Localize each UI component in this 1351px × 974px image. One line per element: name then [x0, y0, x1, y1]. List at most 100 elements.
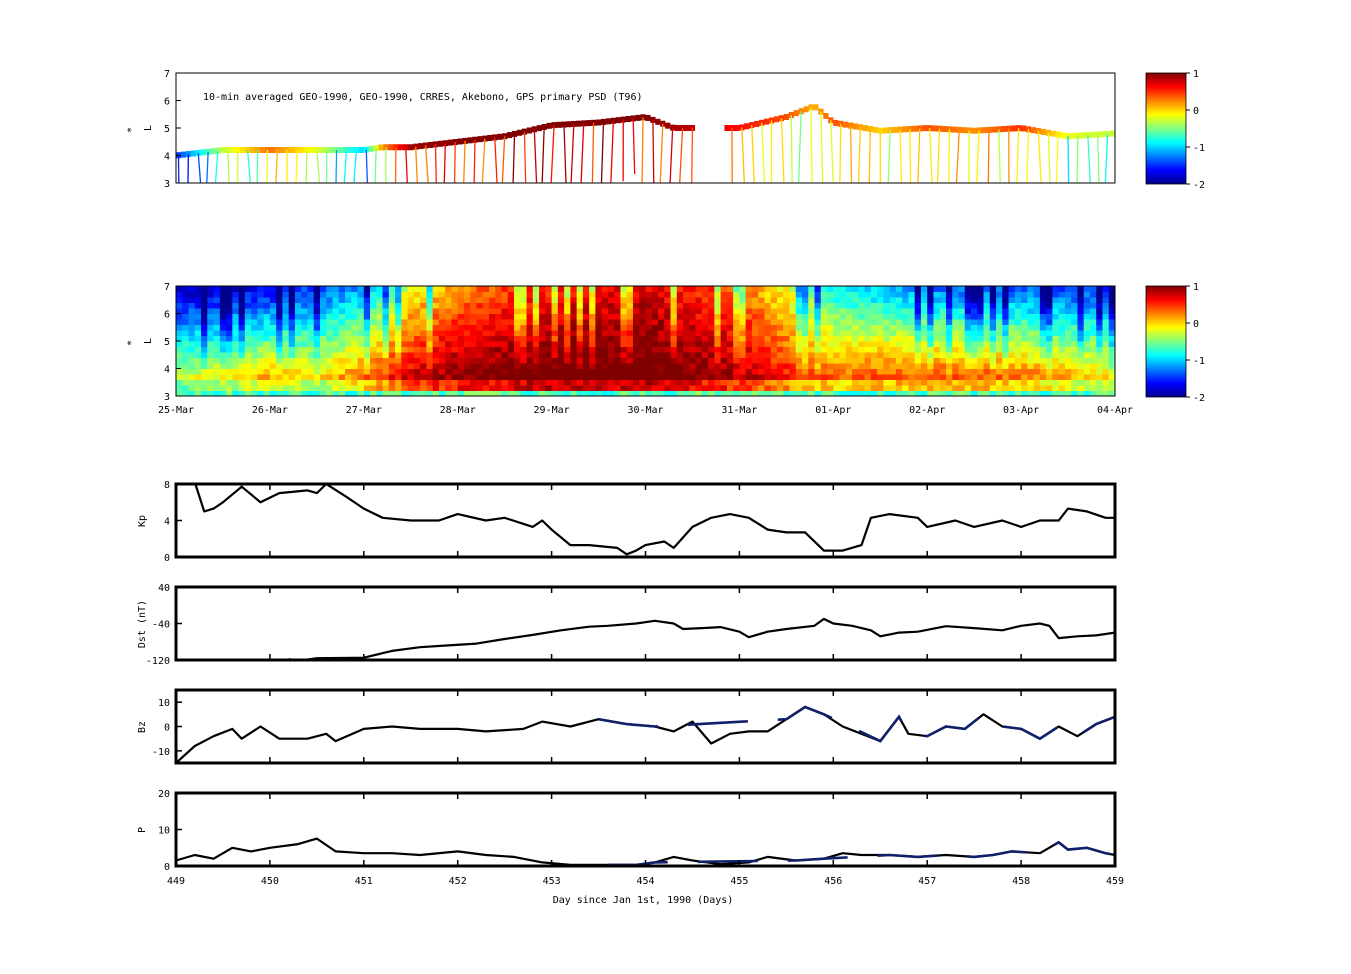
- psd-reanalysis-cell: [607, 385, 615, 391]
- psd-reanalysis-cell: [338, 390, 346, 397]
- psd-reanalysis-cell: [269, 385, 277, 391]
- psd-reanalysis-cell: [1014, 286, 1022, 292]
- psd-reanalysis-cell: [213, 297, 221, 303]
- psd-reanalysis-cell: [463, 297, 471, 303]
- psd-reanalysis-cell: [639, 313, 646, 320]
- psd-reanalysis-cell: [326, 363, 333, 369]
- psd-reanalysis-cell: [188, 324, 196, 331]
- day-tick-label: 454: [636, 876, 654, 887]
- psd-reanalysis-cell: [557, 352, 565, 358]
- psd-reanalysis-cell: [639, 297, 646, 303]
- psd-reanalysis-cell: [244, 286, 252, 292]
- psd-reanalysis-cell: [595, 390, 603, 397]
- psd-reanalysis-cell: [301, 368, 308, 375]
- psd-reanalysis-cell: [363, 341, 371, 347]
- psd-reanalysis-cell: [689, 297, 697, 303]
- psd-reanalysis-cell: [883, 291, 891, 298]
- psd-reanalysis-cell: [739, 291, 747, 298]
- psd-reanalysis-cell: [952, 297, 959, 303]
- psd-reanalysis-cell: [507, 297, 515, 303]
- psd-reanalysis-cell: [952, 313, 959, 320]
- psd-reanalysis-cell: [833, 385, 841, 391]
- psd-reanalysis-cell: [1021, 324, 1028, 331]
- psd-reanalysis-cell: [983, 335, 991, 342]
- psd-reanalysis-cell: [645, 390, 653, 397]
- psd-reanalysis-cell: [895, 313, 903, 320]
- psd-reanalysis-cell: [1096, 319, 1103, 325]
- psd-reanalysis-cell: [827, 330, 834, 336]
- psd-reanalysis-cell: [658, 324, 665, 331]
- psd-reanalysis-cell: [238, 313, 246, 320]
- psd-reanalysis-cell: [582, 291, 590, 298]
- colorbar-bottom: [1145, 285, 1187, 398]
- kp-series-line: [194, 484, 1115, 556]
- psd-reanalysis-cell: [820, 308, 828, 314]
- psd-reanalysis-cell: [288, 341, 296, 347]
- psd-reanalysis-cell: [445, 313, 452, 320]
- psd-reanalysis-cell: [839, 368, 847, 375]
- psd-reanalysis-cell: [845, 324, 853, 331]
- psd-reanalysis-cell: [589, 313, 596, 320]
- psd-reanalysis-cell: [1008, 291, 1016, 298]
- psd-reanalysis-cell: [845, 297, 853, 303]
- psd-observation-trace: [741, 127, 745, 183]
- psd-reanalysis-cell: [1046, 324, 1053, 331]
- psd-reanalysis-cell: [770, 368, 778, 375]
- psd-reanalysis-cell: [470, 357, 477, 364]
- psd-reanalysis-cell: [708, 385, 715, 391]
- psd-reanalysis-cell: [1039, 319, 1047, 325]
- psd-reanalysis-cell: [395, 330, 402, 336]
- psd-reanalysis-cell: [1008, 357, 1016, 364]
- psd-reanalysis-cell: [432, 352, 440, 358]
- psd-reanalysis-cell: [226, 335, 233, 342]
- psd-reanalysis-cell: [739, 319, 747, 325]
- psd-reanalysis-cell: [376, 286, 384, 292]
- psd-reanalysis-cell: [207, 319, 215, 325]
- psd-reanalysis-cell: [313, 374, 321, 380]
- psd-reanalysis-cell: [601, 291, 609, 298]
- psd-reanalysis-cell: [426, 319, 434, 325]
- psd-reanalysis-cell: [607, 302, 615, 309]
- psd-reanalysis-cell: [345, 330, 352, 336]
- psd-reanalysis-cell: [764, 346, 772, 353]
- psd-reanalysis-cell: [589, 335, 596, 342]
- psd-reanalysis-cell: [914, 335, 922, 342]
- psd-reanalysis-cell: [877, 341, 884, 347]
- day-tick-label: 449: [167, 876, 185, 887]
- psd-reanalysis-cell: [783, 313, 790, 320]
- psd-reanalysis-cell: [802, 368, 809, 375]
- psd-reanalysis-cell: [219, 319, 227, 325]
- psd-reanalysis-cell: [363, 346, 371, 353]
- psd-reanalysis-cell: [326, 308, 333, 314]
- psd-reanalysis-cell: [820, 324, 828, 331]
- psd-reanalysis-cell: [764, 357, 772, 364]
- psd-reanalysis-cell: [482, 346, 490, 353]
- psd-reanalysis-cell: [463, 379, 471, 386]
- psd-reanalysis-cell: [176, 352, 183, 358]
- psd-reanalysis-cell: [607, 297, 615, 303]
- psd-reanalysis-cell: [238, 319, 246, 325]
- psd-reanalysis-cell: [1021, 368, 1028, 375]
- psd-reanalysis-cell: [839, 390, 847, 397]
- psd-observation-trace: [641, 117, 644, 183]
- psd-reanalysis-cell: [651, 313, 659, 320]
- psd-reanalysis-cell: [889, 330, 897, 336]
- psd-reanalysis-cell: [1002, 363, 1010, 369]
- psd-reanalysis-cell: [1052, 346, 1060, 353]
- psd-reanalysis-cell: [783, 374, 790, 380]
- psd-reanalysis-cell: [576, 286, 584, 292]
- psd-reanalysis-cell: [589, 308, 596, 314]
- psd-reanalysis-cell: [226, 363, 233, 369]
- psd-observation-trace: [691, 127, 694, 183]
- psd-reanalysis-cell: [1108, 374, 1116, 380]
- psd-reanalysis-cell: [683, 291, 690, 298]
- psd-reanalysis-cell: [1102, 302, 1110, 309]
- psd-reanalysis-cell: [363, 291, 371, 298]
- psd-reanalysis-cell: [1052, 313, 1060, 320]
- psd-reanalysis-cell: [1108, 385, 1116, 391]
- psd-reanalysis-cell: [213, 319, 221, 325]
- psd-reanalysis-cell: [645, 385, 653, 391]
- psd-reanalysis-cell: [382, 341, 390, 347]
- psd-reanalysis-cell: [476, 341, 484, 347]
- psd-reanalysis-cell: [388, 308, 396, 314]
